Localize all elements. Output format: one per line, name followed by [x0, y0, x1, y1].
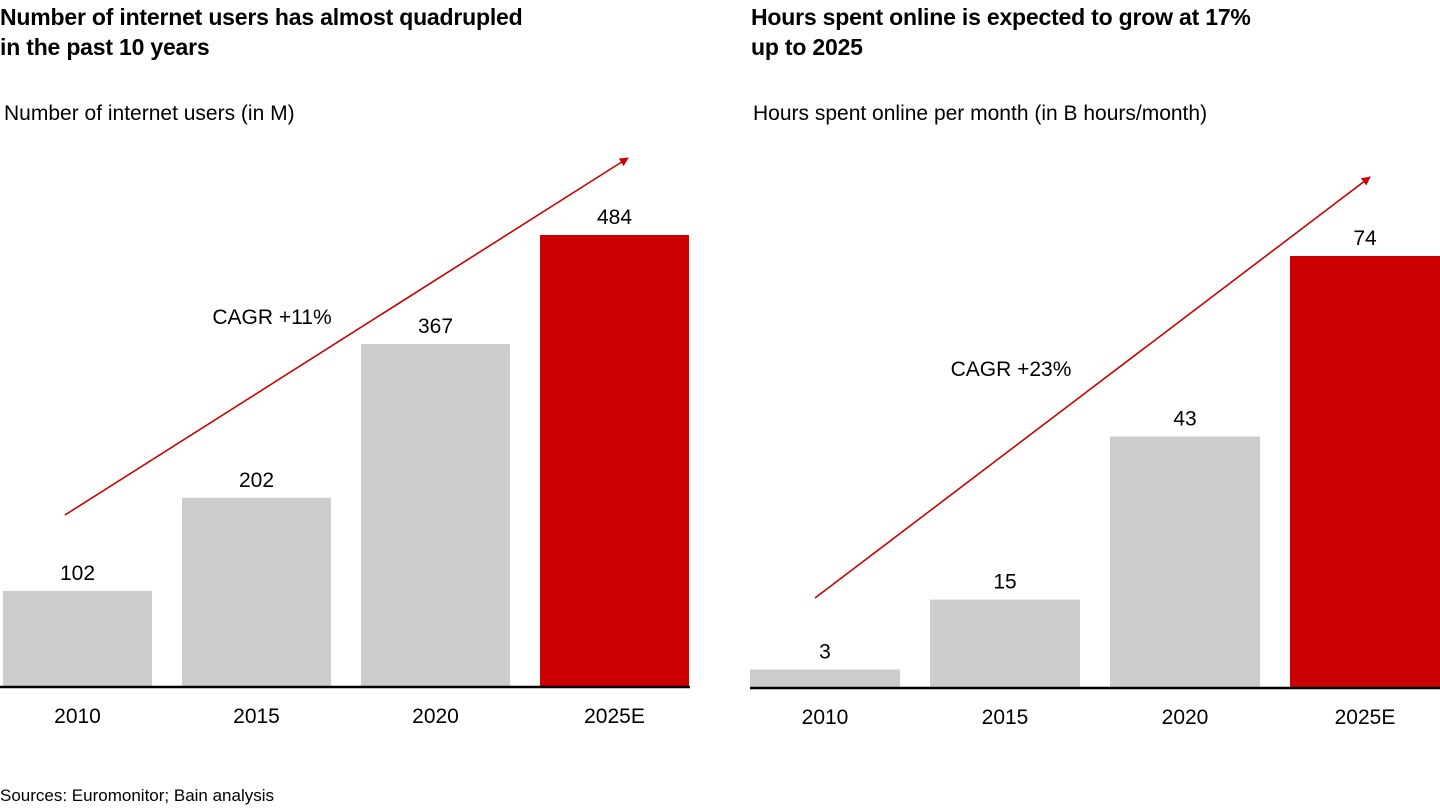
- left-x-tick-label: 2010: [54, 705, 101, 728]
- left-chart-title-line-2: in the past 10 years: [0, 34, 210, 60]
- right-bar-2020: [1110, 436, 1260, 687]
- left-bar-2010: [3, 590, 152, 686]
- right-growth-arrow: [814, 176, 1371, 599]
- left-chart-title-line-1: Number of internet users has almost quad…: [0, 4, 523, 30]
- left-x-tick-label: 2020: [412, 705, 459, 728]
- right-value-label: 43: [1173, 408, 1196, 431]
- left-chart-title: Number of internet users has almost quad…: [0, 2, 523, 62]
- left-growth-arrow: [64, 157, 629, 516]
- right-chart-title: Hours spent online is expected to grow a…: [751, 2, 1251, 62]
- right-x-tick-label: 2020: [1162, 706, 1209, 729]
- left-bar-2020: [361, 344, 510, 686]
- right-chart-title-line-2: up to 2025: [751, 34, 863, 60]
- left-cagr-annotation: CAGR +11%: [212, 306, 331, 329]
- right-value-label: 15: [993, 571, 1016, 594]
- left-bar-2025e: [540, 235, 689, 686]
- source-note: Sources: Euromonitor; Bain analysis: [0, 786, 275, 805]
- right-x-tick-label: 2015: [982, 706, 1029, 729]
- right-x-tick-label: 2010: [802, 706, 849, 729]
- left-value-label: 102: [60, 562, 95, 585]
- right-bar-2010: [750, 669, 900, 687]
- right-bar-2025e: [1290, 256, 1440, 687]
- right-cagr-annotation: CAGR +23%: [951, 358, 1072, 381]
- right-value-label: 74: [1353, 227, 1377, 250]
- right-bar-2015: [930, 599, 1080, 687]
- left-value-label: 202: [239, 469, 274, 492]
- left-bar-2015: [182, 497, 331, 686]
- left-value-label: 484: [597, 206, 632, 229]
- left-value-label: 367: [418, 315, 453, 338]
- right-value-label: 3: [819, 641, 831, 664]
- left-x-tick-label: 2015: [233, 705, 280, 728]
- right-chart-title-line-1: Hours spent online is expected to grow a…: [751, 4, 1251, 30]
- left-chart-subtitle: Number of internet users (in M): [4, 102, 295, 125]
- left-x-tick-label: 2025E: [584, 705, 645, 728]
- right-x-tick-label: 2025E: [1335, 706, 1396, 729]
- right-chart-subtitle: Hours spent online per month (in B hours…: [753, 102, 1208, 125]
